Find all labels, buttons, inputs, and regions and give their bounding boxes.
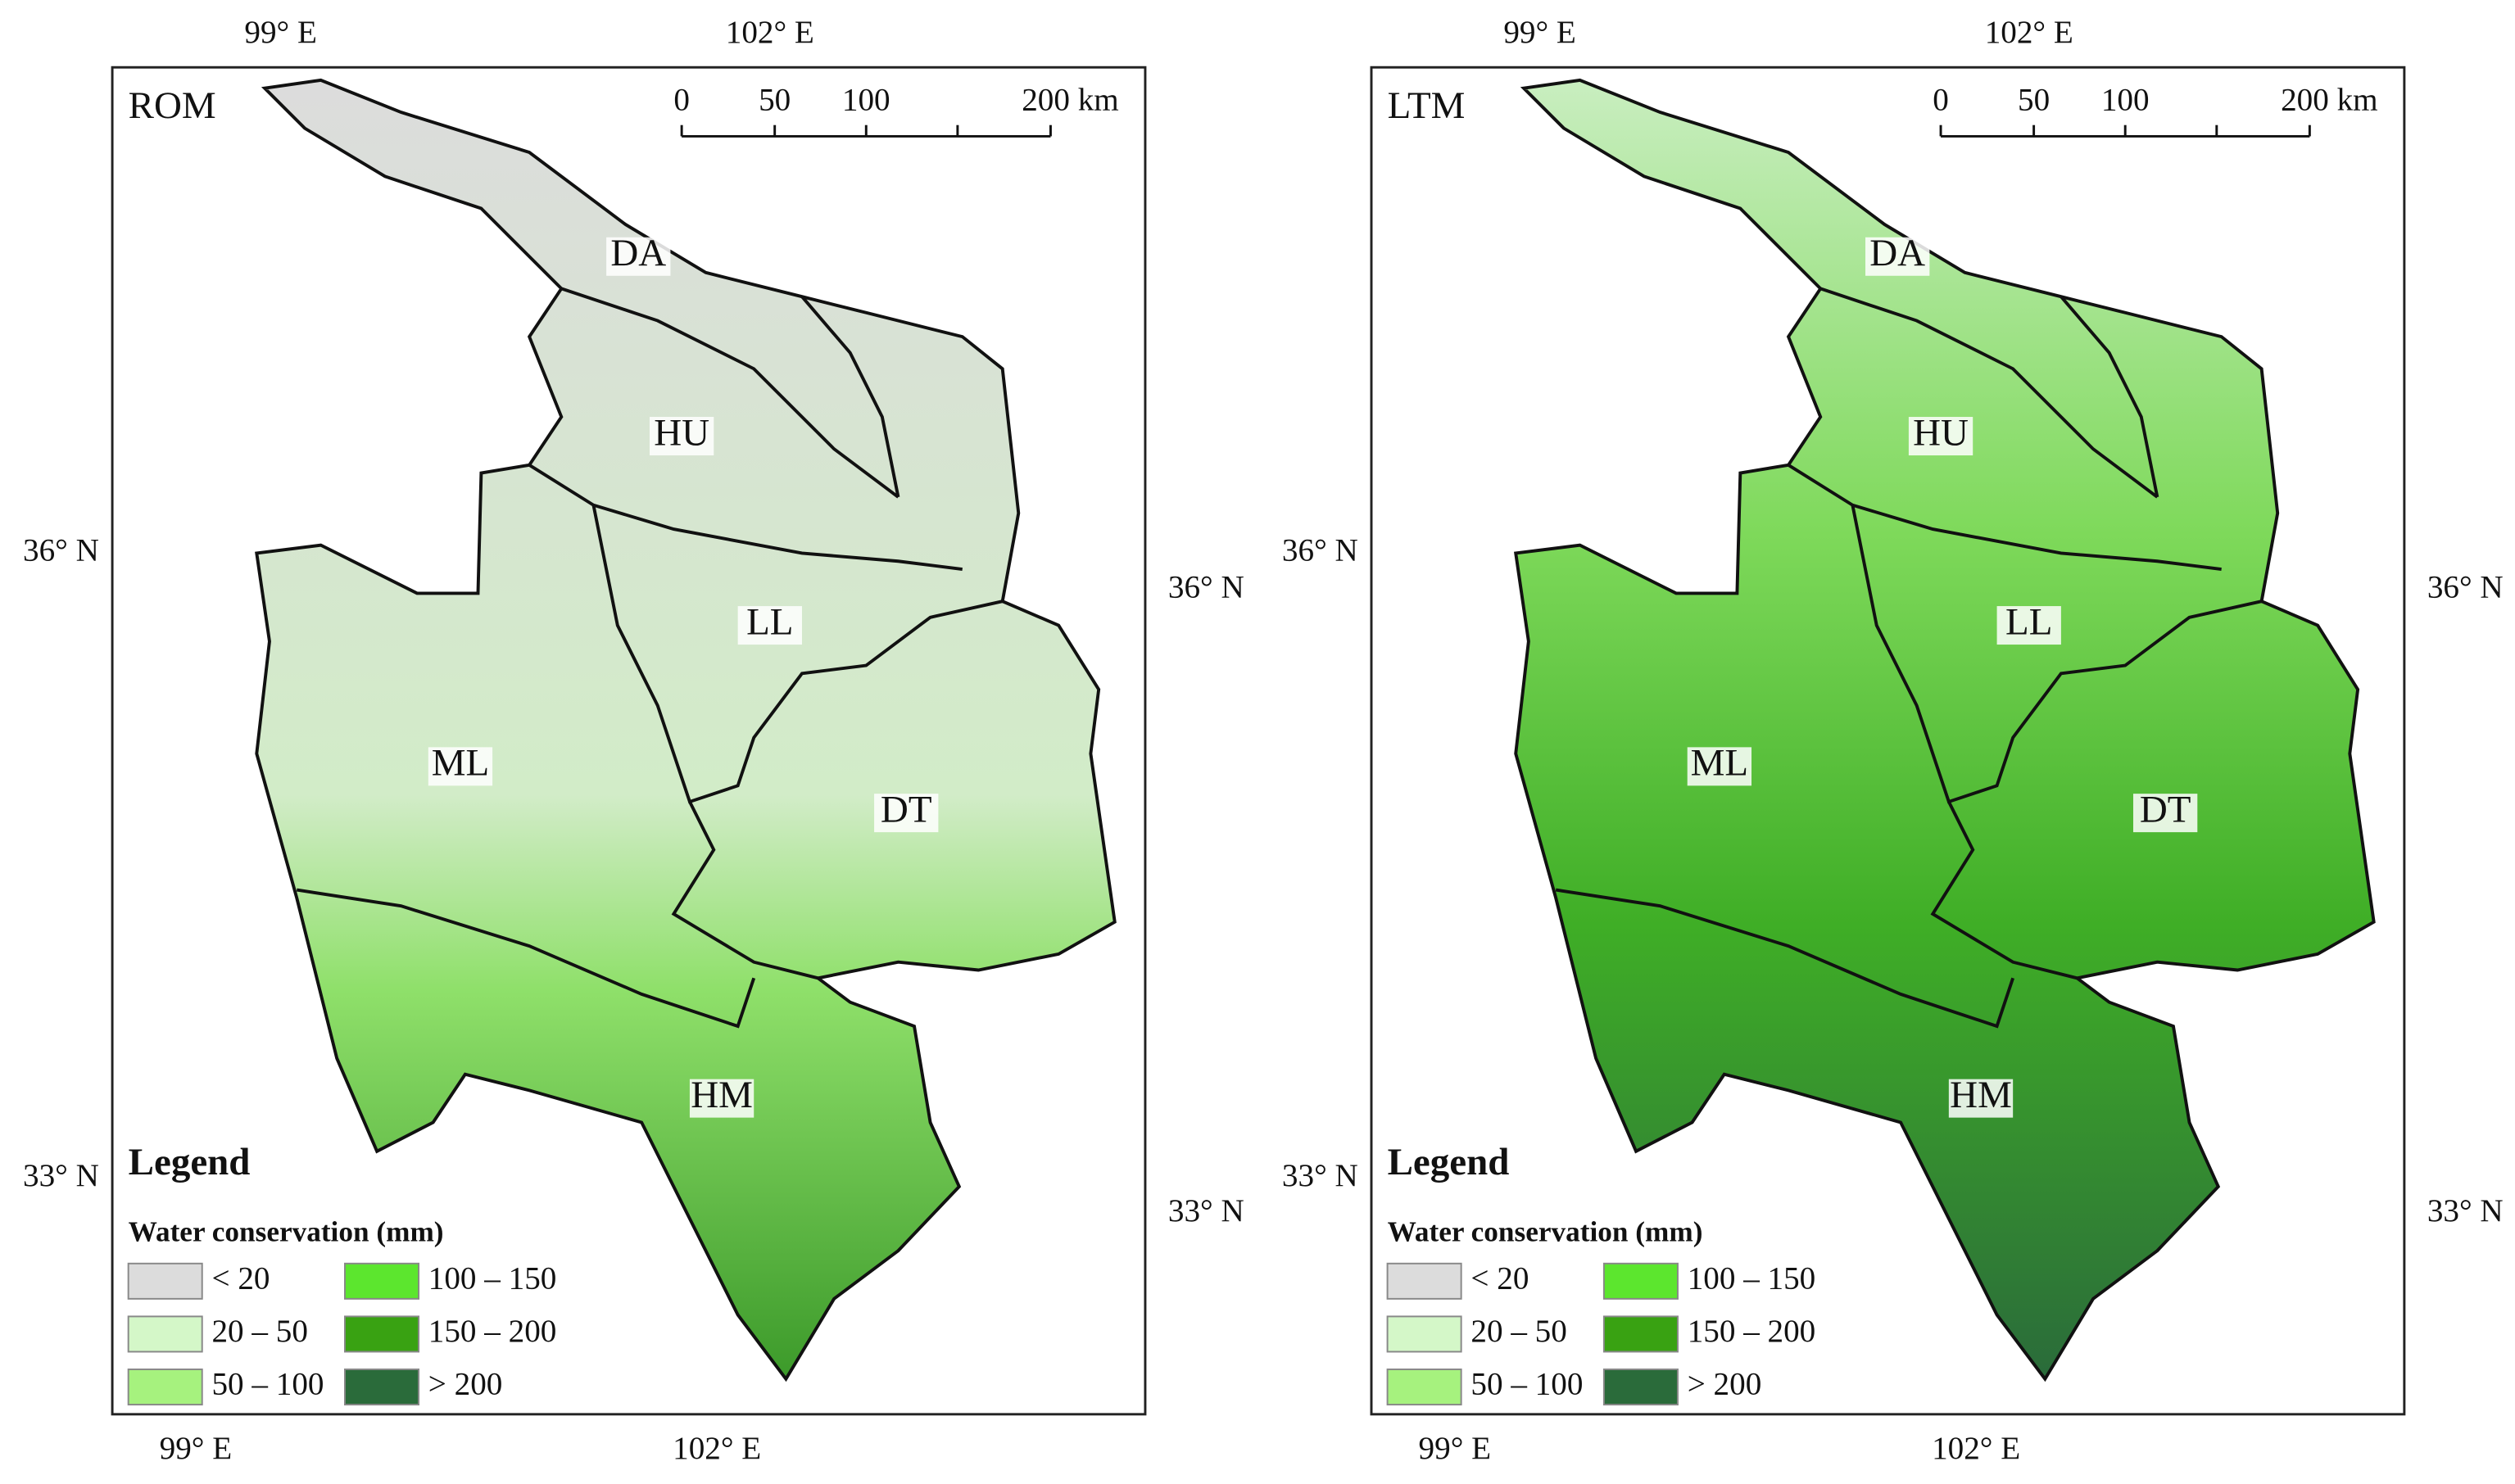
legend-label: < 20 — [1470, 1260, 1529, 1296]
region-boundary — [2060, 295, 2159, 498]
region-boundary — [1819, 287, 2159, 499]
legend-title: Legend — [1388, 1141, 1510, 1183]
region-label-bg — [428, 747, 493, 786]
lat-label: 33° N — [1168, 1193, 1244, 1228]
legend-label: 150 – 200 — [428, 1314, 557, 1349]
basin-area — [255, 78, 1117, 1382]
region-label: HU — [1913, 411, 1969, 454]
scale-label: 0 — [673, 82, 690, 117]
region-label: HM — [1950, 1074, 2012, 1116]
region-label-bg — [1687, 747, 1752, 786]
lat-label: 36° N — [1168, 569, 1244, 604]
region-label: DA — [1869, 232, 1925, 274]
region-boundary — [1555, 888, 2015, 1029]
region-label: ML — [1691, 742, 1748, 785]
region-boundary — [800, 295, 900, 498]
lon-label: 102° E — [726, 15, 814, 50]
legend-swatch — [1386, 1262, 1462, 1300]
basin-area — [1513, 78, 2376, 1382]
panel-label: ROM — [129, 84, 216, 127]
legend-label: 100 – 150 — [428, 1260, 557, 1296]
legend-swatch — [1602, 1315, 1679, 1353]
region-label: ML — [432, 742, 489, 785]
legend-label: 50 – 100 — [211, 1367, 324, 1402]
panel-label: LTM — [1388, 84, 1466, 127]
legend-label: 150 – 200 — [1688, 1314, 1816, 1349]
region-label-bg — [1908, 417, 1973, 456]
scale-label: 100 — [842, 82, 890, 117]
legend-swatch — [343, 1369, 420, 1406]
legend-swatch — [343, 1315, 420, 1353]
legend-label: > 200 — [1688, 1367, 1762, 1402]
legend-swatch — [1602, 1262, 1679, 1300]
legend-swatch — [1602, 1369, 1679, 1406]
region-label-bg — [1996, 606, 2061, 645]
region-label: DT — [2140, 788, 2191, 830]
scale-label: 200 km — [1022, 82, 1119, 117]
legend-label: 20 – 50 — [211, 1314, 307, 1349]
region-label: DT — [881, 788, 932, 830]
region-label: LL — [2005, 600, 2052, 643]
scale-label: 100 — [2101, 82, 2150, 117]
region-boundary — [560, 287, 900, 499]
region-label-bg — [1948, 1079, 2014, 1118]
region-label-bg — [649, 417, 714, 456]
lat-label: 33° N — [2427, 1193, 2504, 1228]
lat-label: 33° N — [1282, 1158, 1358, 1193]
region-boundary — [1788, 464, 2222, 571]
region-label-bg — [689, 1079, 754, 1118]
lon-label: 99° E — [160, 1431, 233, 1466]
lon-label: 99° E — [1419, 1431, 1492, 1466]
legend-swatch — [1386, 1369, 1462, 1406]
legend-label: 100 – 150 — [1688, 1260, 1816, 1296]
legend-swatch — [127, 1315, 203, 1353]
scale-label: 0 — [1933, 82, 1949, 117]
scale-label: 50 — [2018, 82, 2050, 117]
lon-label: 102° E — [1932, 1431, 2020, 1466]
lat-label: 36° N — [1282, 532, 1358, 568]
region-label: DA — [610, 232, 666, 274]
region-boundary — [528, 464, 963, 571]
region-boundary — [296, 888, 756, 1029]
region-boundary — [591, 504, 1004, 804]
legend-label: < 20 — [211, 1260, 270, 1296]
legend-label: 20 – 50 — [1470, 1314, 1566, 1349]
region-boundary — [1930, 801, 2078, 980]
map-panel: ROM DA HU LL ML DT HM 0 50 100 200 km 99° E 102° E 99… — [23, 15, 1244, 1466]
legend-label: > 200 — [428, 1367, 503, 1402]
region-label-bg — [2132, 794, 2198, 833]
scale-label: 50 — [759, 82, 791, 117]
region-boundary — [671, 801, 819, 980]
region-label-bg — [737, 606, 802, 645]
legend-subtitle: Water conservation (mm) — [1388, 1216, 1703, 1248]
lon-label: 99° E — [244, 15, 317, 50]
lat-label: 36° N — [2427, 569, 2504, 604]
lat-label: 36° N — [23, 532, 99, 568]
region-label: HM — [691, 1074, 753, 1116]
lon-label: 102° E — [1985, 15, 2073, 50]
legend-swatch — [127, 1262, 203, 1300]
legend-swatch — [127, 1369, 203, 1406]
legend-subtitle: Water conservation (mm) — [129, 1216, 444, 1248]
region-label-bg — [1865, 237, 1930, 276]
lat-label: 33° N — [23, 1158, 99, 1193]
scale-label: 200 km — [2281, 82, 2378, 117]
legend-label: 50 – 100 — [1470, 1367, 1583, 1402]
legend-swatch — [1386, 1315, 1462, 1353]
region-label-bg — [606, 237, 671, 276]
lon-label: 99° E — [1503, 15, 1576, 50]
region-label: LL — [746, 600, 793, 643]
legend-title: Legend — [129, 1141, 251, 1183]
region-boundary — [1851, 504, 2263, 804]
region-label: HU — [654, 411, 709, 454]
lon-label: 102° E — [673, 1431, 761, 1466]
map-panel: LTM DA HU LL ML DT HM 0 50 100 200 km 99° E 102° E 99… — [1282, 15, 2504, 1466]
legend-swatch — [343, 1262, 420, 1300]
region-label-bg — [874, 794, 939, 833]
